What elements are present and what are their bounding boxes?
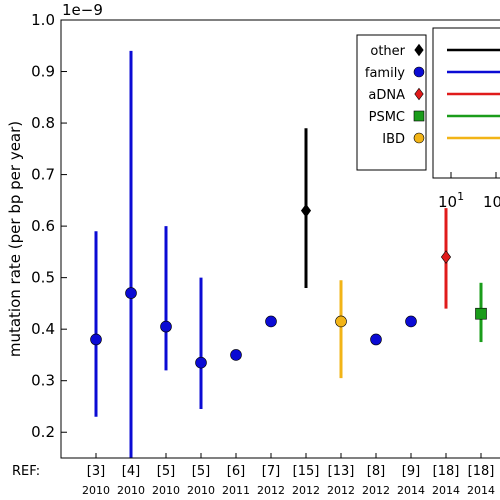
x-year-label: 2012 bbox=[257, 484, 285, 497]
legend-marker-aDNA bbox=[414, 87, 424, 101]
x-ref-label: [13] bbox=[328, 464, 355, 479]
data-point-family bbox=[90, 333, 102, 346]
legend-label: aDNA bbox=[368, 88, 405, 103]
x-ref-label: [5] bbox=[192, 464, 210, 479]
legend-label: family bbox=[365, 66, 405, 81]
x-ref-label: [4] bbox=[122, 464, 140, 479]
inset-frame bbox=[432, 27, 500, 179]
data-point-IBD bbox=[335, 315, 347, 328]
y-tick-label: 0.7 bbox=[31, 166, 55, 184]
data-point-family bbox=[230, 349, 242, 361]
x-year-label: 2014 bbox=[432, 484, 460, 497]
y-tick-label: 0.2 bbox=[31, 423, 55, 441]
x-year-label: 2010 bbox=[82, 484, 110, 497]
y-tick-label: 0.8 bbox=[31, 114, 55, 132]
x-year-label: 2010 bbox=[187, 484, 215, 497]
x-year-label: 2012 bbox=[362, 484, 390, 497]
y-tick-label: 0.6 bbox=[31, 217, 55, 235]
data-point-other bbox=[300, 203, 312, 218]
x-year-label: 2010 bbox=[152, 484, 180, 497]
legend: other family aDNA PSMC IBD bbox=[356, 34, 427, 171]
plot-frame bbox=[60, 19, 500, 459]
x-ref-label: [15] bbox=[293, 464, 320, 479]
x-ref-label: [3] bbox=[87, 464, 105, 479]
y-tick-label: 0.5 bbox=[31, 269, 55, 287]
x-ref-label: [9] bbox=[402, 464, 420, 479]
y-tick-label: 0.3 bbox=[31, 372, 55, 390]
x-ref-label: [7] bbox=[262, 464, 280, 479]
x-year-label: 2014 bbox=[467, 484, 495, 497]
data-point-family bbox=[370, 333, 382, 346]
y-axis-title: mutation rate (per bp per year) bbox=[6, 121, 24, 357]
x-year-label: 2010 bbox=[117, 484, 145, 497]
data-point-family bbox=[125, 287, 137, 299]
y-axis-ticks: 0.2 0.3 0.4 0.5 0.6 0.7 0.8 0.9 1.0 bbox=[31, 11, 67, 441]
legend-marker-family bbox=[413, 66, 425, 78]
data-point-family bbox=[265, 315, 277, 328]
legend-marker-other bbox=[414, 43, 424, 57]
x-year-label: 2012 bbox=[292, 484, 320, 497]
data-point-aDNA bbox=[440, 250, 452, 264]
inset-plot: 101 10 bbox=[432, 27, 500, 211]
error-bars bbox=[94, 50, 483, 458]
data-point-family bbox=[160, 320, 172, 333]
y-tick-label: 0.9 bbox=[31, 63, 55, 81]
y-tick-label: 0.4 bbox=[31, 320, 55, 338]
legend-marker-PSMC bbox=[413, 110, 425, 122]
x-year-label: 2014 bbox=[397, 484, 425, 497]
y-tick-label: 1.0 bbox=[31, 11, 55, 29]
x-axis-labels: [3] 2010 [4] 2010 [5] 2010 [5] 2010 [6] 2011 [7] 20… bbox=[82, 453, 495, 497]
data-markers bbox=[90, 203, 487, 369]
data-point-PSMC bbox=[475, 307, 487, 320]
data-point-family bbox=[195, 356, 207, 369]
x-ref-label: [6] bbox=[227, 464, 245, 479]
inset-x-tick-label: 10 bbox=[483, 193, 500, 211]
x-ref-label: [18] bbox=[433, 464, 460, 479]
legend-box bbox=[356, 34, 427, 171]
x-ref-label: [18] bbox=[468, 464, 495, 479]
x-ref-label: [5] bbox=[157, 464, 175, 479]
x-year-label: 2012 bbox=[327, 484, 355, 497]
legend-marker-IBD bbox=[413, 132, 425, 144]
legend-label: other bbox=[370, 44, 405, 59]
x-year-label: 2011 bbox=[222, 484, 250, 497]
legend-label: IBD bbox=[382, 132, 405, 147]
y-exponent-label: 1e−9 bbox=[62, 1, 103, 19]
legend-label: PSMC bbox=[369, 110, 405, 125]
data-point-family bbox=[405, 315, 417, 328]
x-prefix-label: REF: bbox=[12, 464, 40, 479]
inset-x-tick-label: 101 bbox=[438, 190, 464, 211]
x-ref-label: [8] bbox=[367, 464, 385, 479]
